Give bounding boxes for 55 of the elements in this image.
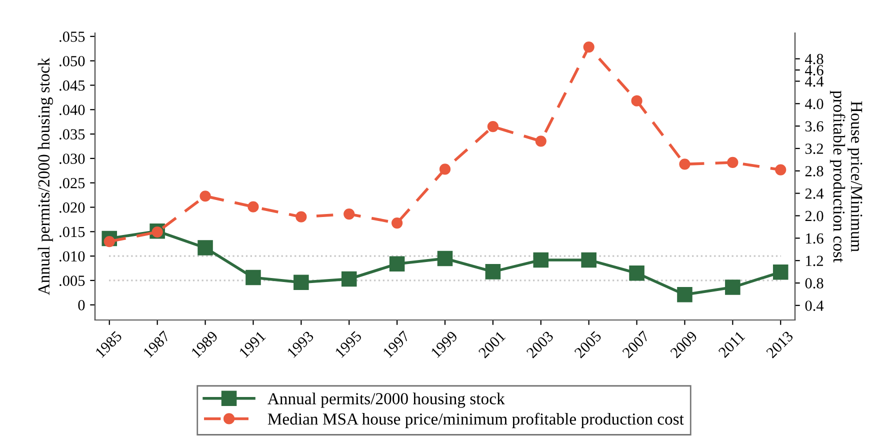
y-axis-title: Annual permits/2000 housing stock [38,58,53,296]
y-tick-label: .045 [60,80,85,91]
point [727,156,738,168]
point [581,252,596,268]
y-tick-label: .050 [60,56,85,66]
y2-tick-label: 2.4 [805,188,824,199]
y-tick-label: .040 [60,104,85,116]
point [294,274,309,290]
point [485,264,501,280]
point [344,208,355,220]
y2-tick-label: 4.6 [805,65,824,76]
y-tick-label: .005 [60,276,85,286]
point [248,201,259,212]
point [772,264,788,280]
y2-tick-label: 3.6 [805,121,824,132]
point [775,164,786,176]
y-tick-label: .015 [60,226,85,238]
point [631,95,642,106]
y-tick-label: .025 [60,178,85,188]
point [629,266,644,281]
y2-tick-label: 4.0 [805,98,824,110]
y-tick-label: .035 [60,129,85,140]
y2-tick-label: 4.4 [805,76,824,87]
y2-tick-label: 4.8 [805,54,824,64]
y-tick-label: 0 [78,300,85,310]
point [439,164,451,175]
point [200,190,211,202]
y2-tick-label: 0.4 [805,300,824,311]
y2-tick-label: 1.6 [806,233,824,244]
point [535,136,546,147]
point [246,270,261,286]
y-tick-label: .020 [60,202,85,213]
y2-tick-label: 1.2 [806,256,823,266]
y2-tick-label: 2.8 [805,166,824,176]
legend-label: Annual permits/2000 housing stock [268,392,505,408]
point [677,286,692,302]
y-tick-label: .010 [60,251,85,262]
point [389,256,405,272]
point [437,250,453,266]
point [533,252,549,268]
point [341,271,357,287]
point [583,41,594,53]
y2-tick-label: 2.0 [805,210,824,222]
y-tick-label: .030 [60,154,85,164]
point [679,158,690,170]
point [487,121,498,132]
point [392,217,403,229]
y-tick-label: .055 [60,32,85,42]
point [725,280,740,295]
y2-tick-label: 0.8 [805,278,824,289]
y2-axis-title: House price/Minimum profitable production cost [830,90,862,262]
point [198,240,213,256]
legend-label: Median MSA house price/minimum profitable production cost [268,412,684,428]
point [296,211,307,222]
y2-tick-label: 3.2 [805,144,823,154]
